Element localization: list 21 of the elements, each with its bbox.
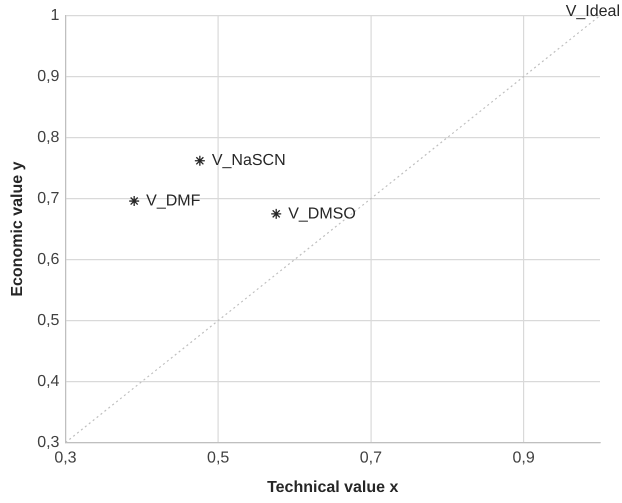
y-tick-label: 0,8 — [37, 129, 60, 146]
series-label: V_DMF — [146, 192, 201, 210]
x-tick-label: 0,3 — [54, 450, 77, 467]
y-tick-label: 1 — [50, 7, 60, 24]
point — [128, 195, 140, 207]
y-tick-label: 0,9 — [37, 68, 60, 86]
point — [270, 208, 282, 220]
y-tick-label: 0,4 — [37, 373, 60, 390]
y-tick-label: 0,3 — [37, 434, 60, 452]
series-label: V_NaSCN — [212, 152, 286, 170]
y-tick-label: 0,7 — [37, 190, 60, 208]
series-label: V_DMSO — [288, 205, 356, 222]
y-tick-label: 0,5 — [37, 312, 60, 330]
x-tick-label: 0,7 — [360, 450, 382, 467]
x-tick-label: 0,9 — [512, 450, 535, 467]
x-tick-label: 0,5 — [207, 450, 230, 467]
x-axis-title: Technical value x — [267, 478, 398, 496]
y-axis-title: Economic value y — [9, 161, 26, 297]
y-tick-label: 0,6 — [37, 251, 60, 268]
series-label: V_Ideal — [566, 3, 620, 20]
point — [194, 155, 206, 166]
